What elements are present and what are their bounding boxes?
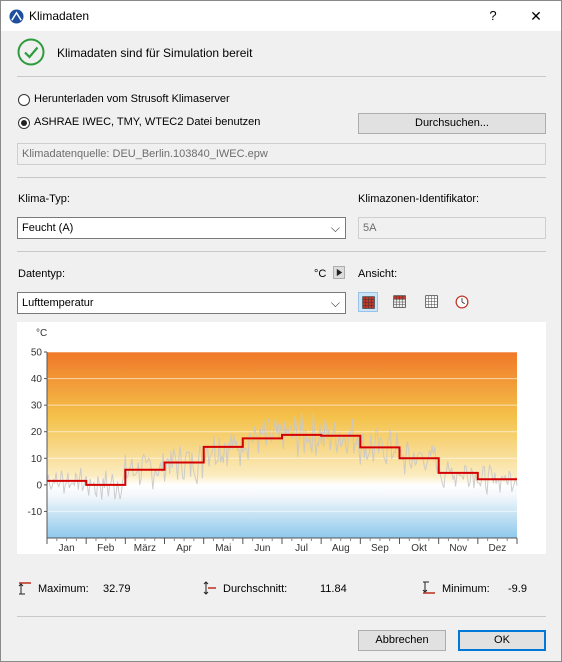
download-option-label[interactable]: Herunterladen vom Strusoft Klimaserver bbox=[34, 93, 230, 105]
data-type-label: Datentyp: bbox=[18, 268, 66, 280]
minimum-value: -9.9 bbox=[508, 583, 527, 595]
temperature-chart-svg: °C 50 40 30 20 10 0 -10 Jan Feb März Apr Mai Jun Jul Au… bbox=[28, 328, 518, 554]
title-bar: Klimadaten ? ✕ bbox=[1, 1, 561, 31]
x-tick-label: Jan bbox=[59, 543, 75, 554]
view-label: Ansicht: bbox=[358, 268, 398, 280]
close-button[interactable]: ✕ bbox=[530, 8, 542, 24]
data-type-select[interactable]: Lufttemperatur ⌵ bbox=[17, 292, 346, 314]
divider bbox=[17, 76, 546, 77]
x-tick-label: Aug bbox=[332, 543, 350, 554]
status-message: Klimadaten sind für Simulation bereit bbox=[57, 46, 253, 60]
climate-type-value: Feucht (A) bbox=[22, 222, 74, 234]
x-tick-label: Sep bbox=[371, 543, 389, 554]
minimum-icon bbox=[422, 581, 435, 594]
average-icon bbox=[203, 581, 216, 595]
view-clock-button[interactable] bbox=[452, 292, 472, 312]
app-logo-icon bbox=[9, 9, 24, 24]
monthly-mean-line bbox=[47, 433, 517, 486]
divider bbox=[17, 251, 546, 252]
download-radio[interactable] bbox=[18, 94, 30, 106]
clock-icon bbox=[455, 295, 469, 309]
unit-toggle-button[interactable] bbox=[333, 266, 345, 279]
x-tick-label: Feb bbox=[97, 543, 115, 554]
climate-type-label: Klima-Typ: bbox=[18, 193, 70, 205]
view-monthly-button[interactable] bbox=[358, 292, 378, 312]
y-axis-unit: °C bbox=[36, 328, 47, 339]
window-title: Klimadaten bbox=[29, 9, 90, 23]
y-tick-label: 20 bbox=[31, 427, 43, 438]
x-tick-label: Okt bbox=[411, 543, 427, 554]
x-tick-label: Mai bbox=[215, 543, 231, 554]
x-tick-label: Jul bbox=[295, 543, 308, 554]
x-tick-label: Nov bbox=[449, 543, 467, 554]
maximum-value: 32.79 bbox=[103, 583, 131, 595]
maximum-icon bbox=[18, 582, 31, 595]
weekly-grid-icon bbox=[393, 295, 406, 308]
climate-zone-field: 5A bbox=[358, 217, 546, 239]
daily-grid-icon bbox=[425, 295, 438, 308]
view-weekly-button[interactable] bbox=[390, 292, 410, 312]
temperature-band bbox=[47, 352, 517, 538]
x-tick-label: Apr bbox=[176, 543, 192, 554]
file-radio[interactable] bbox=[18, 117, 30, 129]
y-tick-label: 10 bbox=[31, 454, 43, 465]
y-tick-label: 0 bbox=[36, 480, 42, 491]
x-tick-label: März bbox=[134, 543, 156, 554]
x-tick-label: Jun bbox=[254, 543, 270, 554]
check-circle-icon bbox=[17, 38, 45, 66]
data-type-value: Lufttemperatur bbox=[22, 297, 94, 309]
cancel-button[interactable]: Abbrechen bbox=[358, 630, 446, 651]
climate-zone-label: Klimazonen-Identifikator: bbox=[358, 193, 480, 205]
average-value: 11.84 bbox=[320, 583, 347, 595]
divider bbox=[17, 616, 546, 617]
triangle-right-icon bbox=[336, 268, 343, 277]
climate-source-path: Klimadatenquelle: DEU_Berlin.103840_IWEC… bbox=[17, 143, 546, 165]
climate-type-select[interactable]: Feucht (A) ⌵ bbox=[17, 217, 346, 239]
y-tick-label: 40 bbox=[31, 374, 43, 385]
y-tick-label: 50 bbox=[31, 348, 43, 359]
x-tick-label: Dez bbox=[489, 543, 507, 554]
average-label: Durchschnitt: bbox=[223, 583, 288, 595]
y-tick-label: 30 bbox=[31, 401, 43, 412]
chevron-down-icon: ⌵ bbox=[330, 296, 340, 310]
minimum-label: Minimum: bbox=[442, 583, 490, 595]
temperature-chart: °C 50 40 30 20 10 0 -10 Jan Feb März Apr Mai Jun Jul Au… bbox=[17, 322, 546, 554]
unit-label: °C bbox=[314, 268, 327, 280]
monthly-grid-icon bbox=[362, 296, 375, 309]
divider bbox=[17, 177, 546, 178]
maximum-label: Maximum: bbox=[38, 583, 89, 595]
view-daily-button[interactable] bbox=[422, 292, 442, 312]
file-option-label[interactable]: ASHRAE IWEC, TMY, WTEC2 Datei benutzen bbox=[34, 116, 261, 128]
browse-button[interactable]: Durchsuchen... bbox=[358, 113, 546, 134]
help-button[interactable]: ? bbox=[489, 8, 497, 23]
chevron-down-icon: ⌵ bbox=[330, 221, 340, 235]
y-tick-label: -10 bbox=[28, 507, 43, 518]
ok-button[interactable]: OK bbox=[458, 630, 546, 651]
